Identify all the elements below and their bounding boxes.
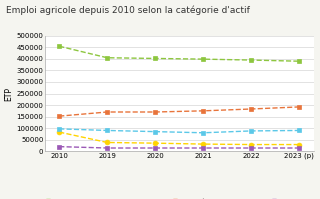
Y-axis label: ETP: ETP xyxy=(4,87,14,100)
Legend: Chef d'exploitation ou coexploitant, Conjoint ou autre actif non salaré, Salarié: Chef d'exploitation ou coexploitant, Con… xyxy=(42,198,316,199)
Text: Emploi agricole depuis 2010 selon la catégorie d'actif: Emploi agricole depuis 2010 selon la cat… xyxy=(6,6,250,16)
